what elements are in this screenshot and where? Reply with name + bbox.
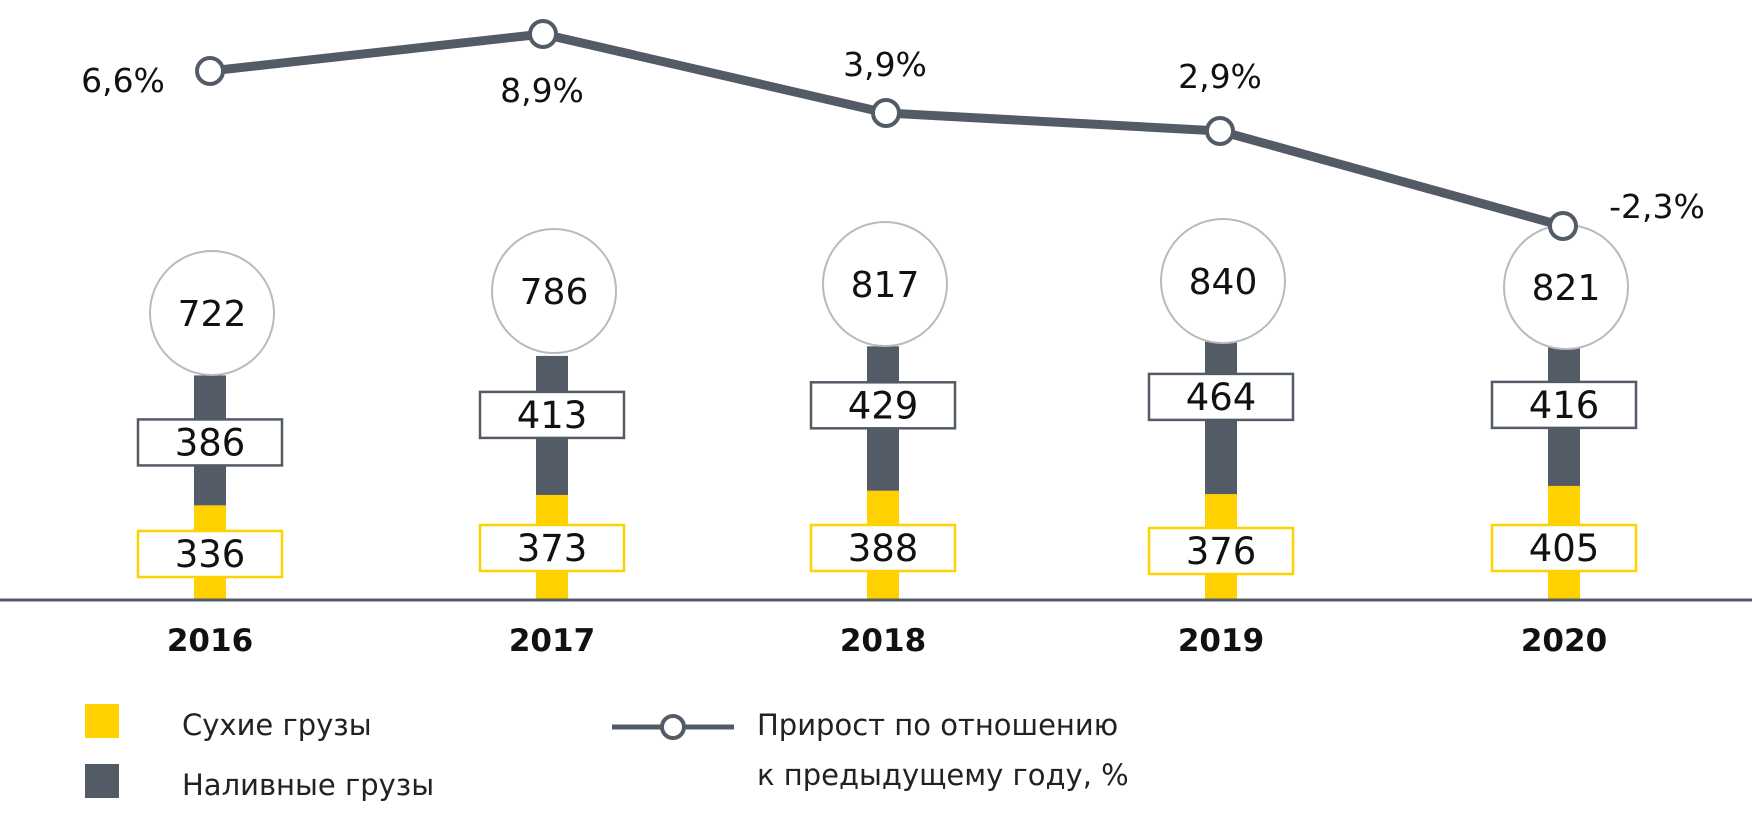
total-bubble-2017: 786 (491, 228, 617, 354)
total-bubble-2018: 817 (822, 221, 948, 347)
liquid-value-box-2020: 416 (1490, 380, 1638, 430)
liquid-value-box-2016: 386 (136, 418, 284, 467)
legend-swatch-liquid (85, 764, 119, 798)
growth-point-2017 (528, 19, 558, 49)
liquid-value-label-2017: 413 (517, 394, 588, 437)
legend-swatch-dry (85, 704, 119, 738)
dry-value-box-frame-2017 (478, 523, 626, 573)
liquid-value-label-2018: 429 (848, 384, 919, 427)
growth-label-2019: 2,9% (1178, 57, 1262, 96)
dry-value-box-frame-2018 (809, 523, 957, 573)
x-tick-label-2016: 2016 (167, 623, 253, 659)
liquid-value-box-frame-2016 (136, 418, 284, 467)
total-bubble-circle-2018 (822, 221, 948, 347)
growth-label-2016: 6,6% (81, 61, 165, 100)
x-tick-label-2019: 2019 (1178, 623, 1264, 659)
legend-label-liquid: Наливные грузы (182, 768, 435, 802)
total-bubble-2016: 722 (149, 250, 275, 376)
dry-value-box-2017: 373 (478, 523, 626, 573)
legend-label-growth-line1: Прирост по отношению (757, 708, 1119, 742)
dry-value-label-2017: 373 (517, 527, 588, 570)
total-bubble-circle-2017 (491, 228, 617, 354)
dry-value-box-2019: 376 (1147, 526, 1295, 576)
x-tick-label-2017: 2017 (509, 623, 595, 659)
dry-value-label-2016: 336 (175, 533, 246, 576)
liquid-value-box-frame-2020 (1490, 380, 1638, 430)
total-bubbles: 722 786 817 840 821 (149, 218, 1629, 376)
total-value-label-2019: 840 (1189, 262, 1258, 303)
liquid-value-box-2017: 413 (478, 390, 626, 440)
growth-point-2016 (195, 56, 225, 86)
total-value-label-2016: 722 (178, 294, 247, 335)
liquid-value-label-2019: 464 (1186, 376, 1257, 419)
dry-value-box-2018: 388 (809, 523, 957, 573)
liquid-value-box-frame-2018 (809, 381, 957, 430)
total-bubble-2020: 821 (1503, 224, 1629, 350)
total-bubble-2019: 840 (1160, 218, 1286, 344)
dry-value-label-2018: 388 (848, 527, 919, 570)
dry-value-box-2020: 405 (1490, 523, 1638, 573)
total-bubble-circle-2019 (1160, 218, 1286, 344)
growth-point-2020 (1548, 211, 1578, 241)
liquid-value-label-2016: 386 (175, 421, 246, 464)
liquid-value-box-2019: 464 (1147, 372, 1295, 422)
legend-label-dry: Сухие грузы (182, 708, 372, 742)
growth-label-2020: -2,3% (1609, 187, 1705, 226)
liquid-value-box-frame-2017 (478, 390, 626, 440)
x-tick-labels: 2016 2017 2018 2019 2020 (167, 623, 1607, 659)
dry-value-box-2016: 336 (136, 529, 284, 579)
dry-value-label-2019: 376 (1186, 530, 1257, 573)
total-value-label-2020: 821 (1532, 268, 1601, 309)
bars-layer: 386 336 413 373 429 388 464 376 416 405 (136, 337, 1638, 600)
dry-value-box-frame-2019 (1147, 526, 1295, 576)
growth-point-2018 (871, 98, 901, 128)
x-tick-label-2018: 2018 (840, 623, 926, 659)
liquid-value-box-2018: 429 (809, 381, 957, 430)
growth-label-2017: 8,9% (500, 71, 584, 110)
total-bubble-circle-2016 (149, 250, 275, 376)
x-tick-label-2020: 2020 (1521, 623, 1607, 659)
growth-point-2019 (1205, 116, 1235, 146)
legend-line-marker (612, 714, 734, 740)
total-value-label-2018: 817 (851, 265, 920, 306)
dry-value-box-frame-2020 (1490, 523, 1638, 573)
growth-line-layer: 6,6% 8,9% 3,9% 2,9% -2,3% (81, 19, 1705, 241)
dry-value-label-2020: 405 (1529, 527, 1600, 570)
legend-label-growth-line2: к предыдущему году, % (757, 758, 1129, 792)
total-value-label-2017: 786 (520, 272, 589, 313)
growth-label-2018: 3,9% (843, 45, 927, 84)
liquid-value-box-frame-2019 (1147, 372, 1295, 422)
dry-value-box-frame-2016 (136, 529, 284, 579)
liquid-value-label-2020: 416 (1529, 384, 1600, 427)
